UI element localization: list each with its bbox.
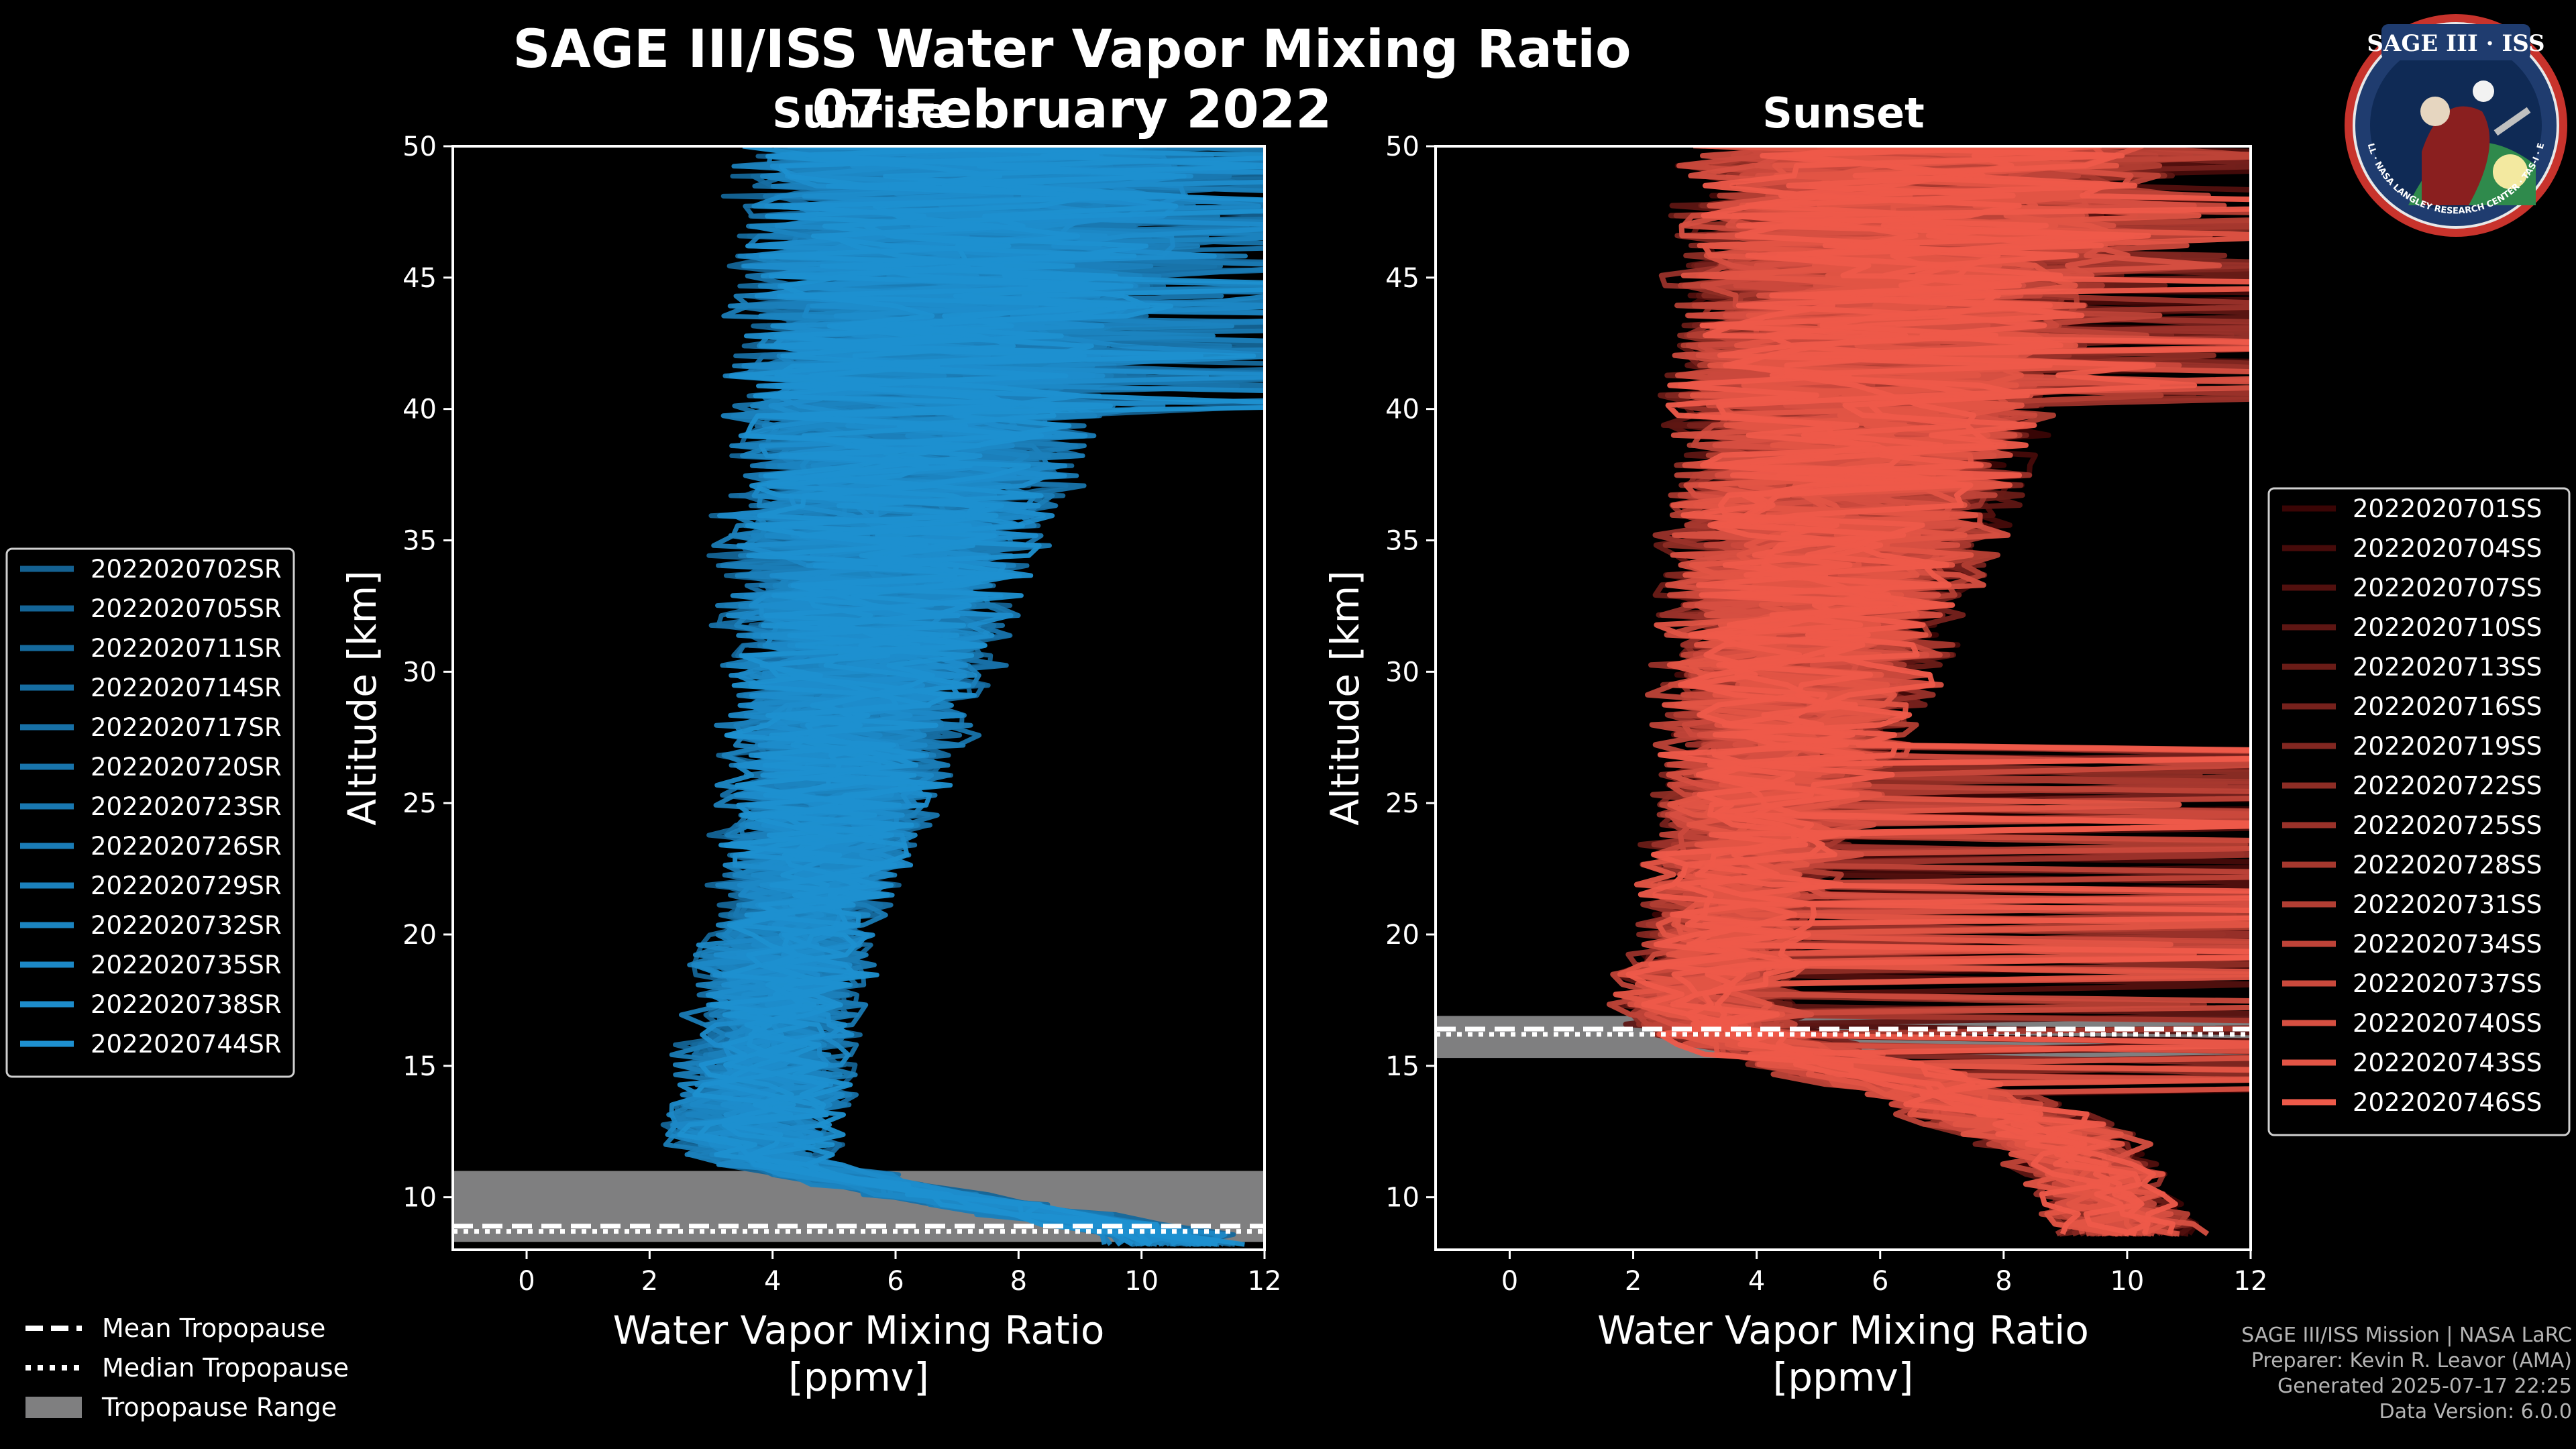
y-tick-label: 25 (1385, 788, 1419, 819)
y-tick-label: 35 (1385, 526, 1419, 557)
x-tick-label: 0 (1501, 1266, 1518, 1297)
legend-entry-2022020731SS: 2022020731SS (2353, 890, 2542, 919)
y-tick-label: 20 (1385, 920, 1419, 951)
x-tick-label: 6 (1872, 1266, 1888, 1297)
tropopause-legend: Mean Tropopause Median Tropopause Tropopau… (25, 1313, 349, 1422)
y-tick-label: 50 (402, 131, 437, 162)
x-tick-label: 12 (1248, 1266, 1282, 1297)
legend-entry-2022020710SS: 2022020710SS (2353, 613, 2542, 642)
panel-title: Sunset (1762, 89, 1925, 138)
y-tick-label: 25 (402, 788, 437, 819)
legend-entry-2022020701SS: 2022020701SS (2353, 494, 2542, 523)
y-axis-label: Altitude [km] (339, 570, 385, 825)
x-axis-label: Water Vapor Mixing Ratio (1597, 1307, 2089, 1353)
profile-line (1675, 146, 2251, 1237)
legend-entry-2022020738SR: 2022020738SR (91, 990, 282, 1019)
sunrise-panel: 0 2 4 6 8 10 12 10 15 20 25 30 35 40 45 50 Water Vapor M… (339, 89, 1282, 1400)
y-axis-label: Altitude [km] (1322, 570, 1368, 825)
legend-entry-2022020716SS: 2022020716SS (2353, 692, 2542, 721)
legend-entry-2022020723SR: 2022020723SR (91, 792, 282, 821)
legend-entry-2022020714SR: 2022020714SR (91, 674, 282, 702)
x-tick-label: 8 (1995, 1266, 2012, 1297)
tropopause-legend-entry: Tropopause Range (101, 1393, 337, 1422)
y-tick-label: 20 (402, 920, 437, 951)
footer-data-version: Data Version: 6.0.0 (2379, 1400, 2572, 1424)
x-tick-label: 0 (518, 1266, 535, 1297)
tropopause-legend-entry: Mean Tropopause (102, 1313, 325, 1343)
footer-preparer: Preparer: Kevin R. Leavor (AMA) (2251, 1349, 2572, 1373)
tropopause-legend-entry: Median Tropopause (102, 1353, 349, 1383)
legend-entry-2022020740SS: 2022020740SS (2353, 1009, 2542, 1038)
y-tick-label: 45 (402, 263, 437, 294)
legend-box (2267, 487, 2571, 1136)
footer-credits: SAGE III/ISS Mission | NASA LaRC Prepare… (2241, 1323, 2572, 1425)
legend-entry-2022020726SR: 2022020726SR (91, 832, 282, 861)
legend-entry-2022020728SS: 2022020728SS (2353, 851, 2542, 879)
legend-swatch-range (25, 1397, 82, 1418)
legend-entry-2022020732SR: 2022020732SR (91, 911, 282, 940)
plot-area (453, 146, 1265, 1250)
x-tick-label: 10 (2110, 1266, 2144, 1297)
legend-entry-2022020702SR: 2022020702SR (91, 555, 282, 584)
plot-area (1436, 146, 2251, 1250)
series-2022020746SS (1625, 146, 2251, 1237)
legend-entry-2022020707SS: 2022020707SS (2353, 574, 2542, 602)
legend-entry-2022020704SS: 2022020704SS (2353, 534, 2542, 563)
figure-date: 07 February 2022 (812, 80, 1332, 140)
legend-entry-2022020722SS: 2022020722SS (2353, 771, 2542, 800)
plot-frame (1434, 145, 2252, 1251)
legend-entry-2022020746SS: 2022020746SS (2353, 1088, 2542, 1117)
y-tick-label: 10 (1385, 1183, 1419, 1214)
legend-entry-2022020737SS: 2022020737SS (2353, 969, 2542, 998)
x-tick-label: 2 (1625, 1266, 1642, 1297)
figure-title: SAGE III/ISS Water Vapor Mixing Ratio (513, 19, 1631, 80)
legend-entry-2022020743SS: 2022020743SS (2353, 1049, 2542, 1077)
y-tick-label: 15 (1385, 1051, 1419, 1082)
legend-entry-2022020725SS: 2022020725SS (2353, 811, 2542, 840)
legend-entry-2022020735SR: 2022020735SR (91, 951, 282, 979)
x-axis-label: Water Vapor Mixing Ratio (613, 1307, 1105, 1353)
sunset-legend: 2022020701SS 2022020704SS 2022020707SS 2022… (2267, 487, 2571, 1136)
x-tick-label: 2 (641, 1266, 658, 1297)
legend-entry-2022020705SR: 2022020705SR (91, 594, 282, 623)
y-tick-label: 30 (1385, 657, 1419, 688)
x-tick-label: 6 (887, 1266, 904, 1297)
y-tick-label: 40 (1385, 394, 1419, 425)
legend-entry-2022020711SR: 2022020711SR (91, 634, 282, 663)
x-axis-label-units: [ppmv] (788, 1354, 929, 1400)
legend-entry-2022020744SR: 2022020744SR (91, 1030, 282, 1059)
y-tick-label: 30 (402, 657, 437, 688)
sunset-panel: 0 2 4 6 8 10 12 10 15 20 25 30 35 40 45 50 Water Vapor M… (1322, 89, 2268, 1400)
y-tick-label: 10 (402, 1183, 437, 1214)
legend-entry-2022020713SS: 2022020713SS (2353, 653, 2542, 682)
profile-line (720, 146, 1196, 1247)
x-tick-label: 4 (764, 1266, 781, 1297)
panel-title: Sunrise (772, 89, 949, 138)
footer-mission: SAGE III/ISS Mission | NASA LaRC (2241, 1324, 2572, 1347)
legend-entry-2022020729SR: 2022020729SR (91, 871, 282, 900)
logo-name: SAGE III · ISS (2367, 30, 2544, 57)
profile-line (677, 146, 1265, 1247)
x-axis-label-units: [ppmv] (1773, 1354, 1914, 1400)
footer-generated: Generated 2025-07-17 22:25 (2277, 1375, 2572, 1398)
y-tick-label: 40 (402, 394, 437, 425)
y-tick-label: 45 (1385, 263, 1419, 294)
legend-entry-2022020734SS: 2022020734SS (2353, 930, 2542, 959)
plot-frame (451, 145, 1266, 1251)
sage-iii-iss-logo: SAGE III · ISS BALL · NASA LANGLEY RESEA… (2338, 3, 2571, 240)
x-tick-label: 12 (2234, 1266, 2268, 1297)
x-tick-label: 4 (1748, 1266, 1765, 1297)
y-tick-label: 15 (402, 1051, 437, 1082)
legend-entry-2022020717SR: 2022020717SR (91, 713, 282, 742)
x-tick-label: 10 (1124, 1266, 1159, 1297)
y-tick-label: 35 (402, 526, 437, 557)
legend-entry-2022020720SR: 2022020720SR (91, 753, 282, 782)
legend-box (5, 547, 295, 1078)
x-tick-label: 8 (1010, 1266, 1027, 1297)
y-tick-label: 50 (1385, 131, 1419, 162)
series-2022020744SR (677, 146, 1265, 1247)
legend-entry-2022020719SS: 2022020719SS (2353, 732, 2542, 761)
sunrise-legend: 2022020702SR 2022020705SR 2022020711SR 2022… (5, 547, 295, 1078)
